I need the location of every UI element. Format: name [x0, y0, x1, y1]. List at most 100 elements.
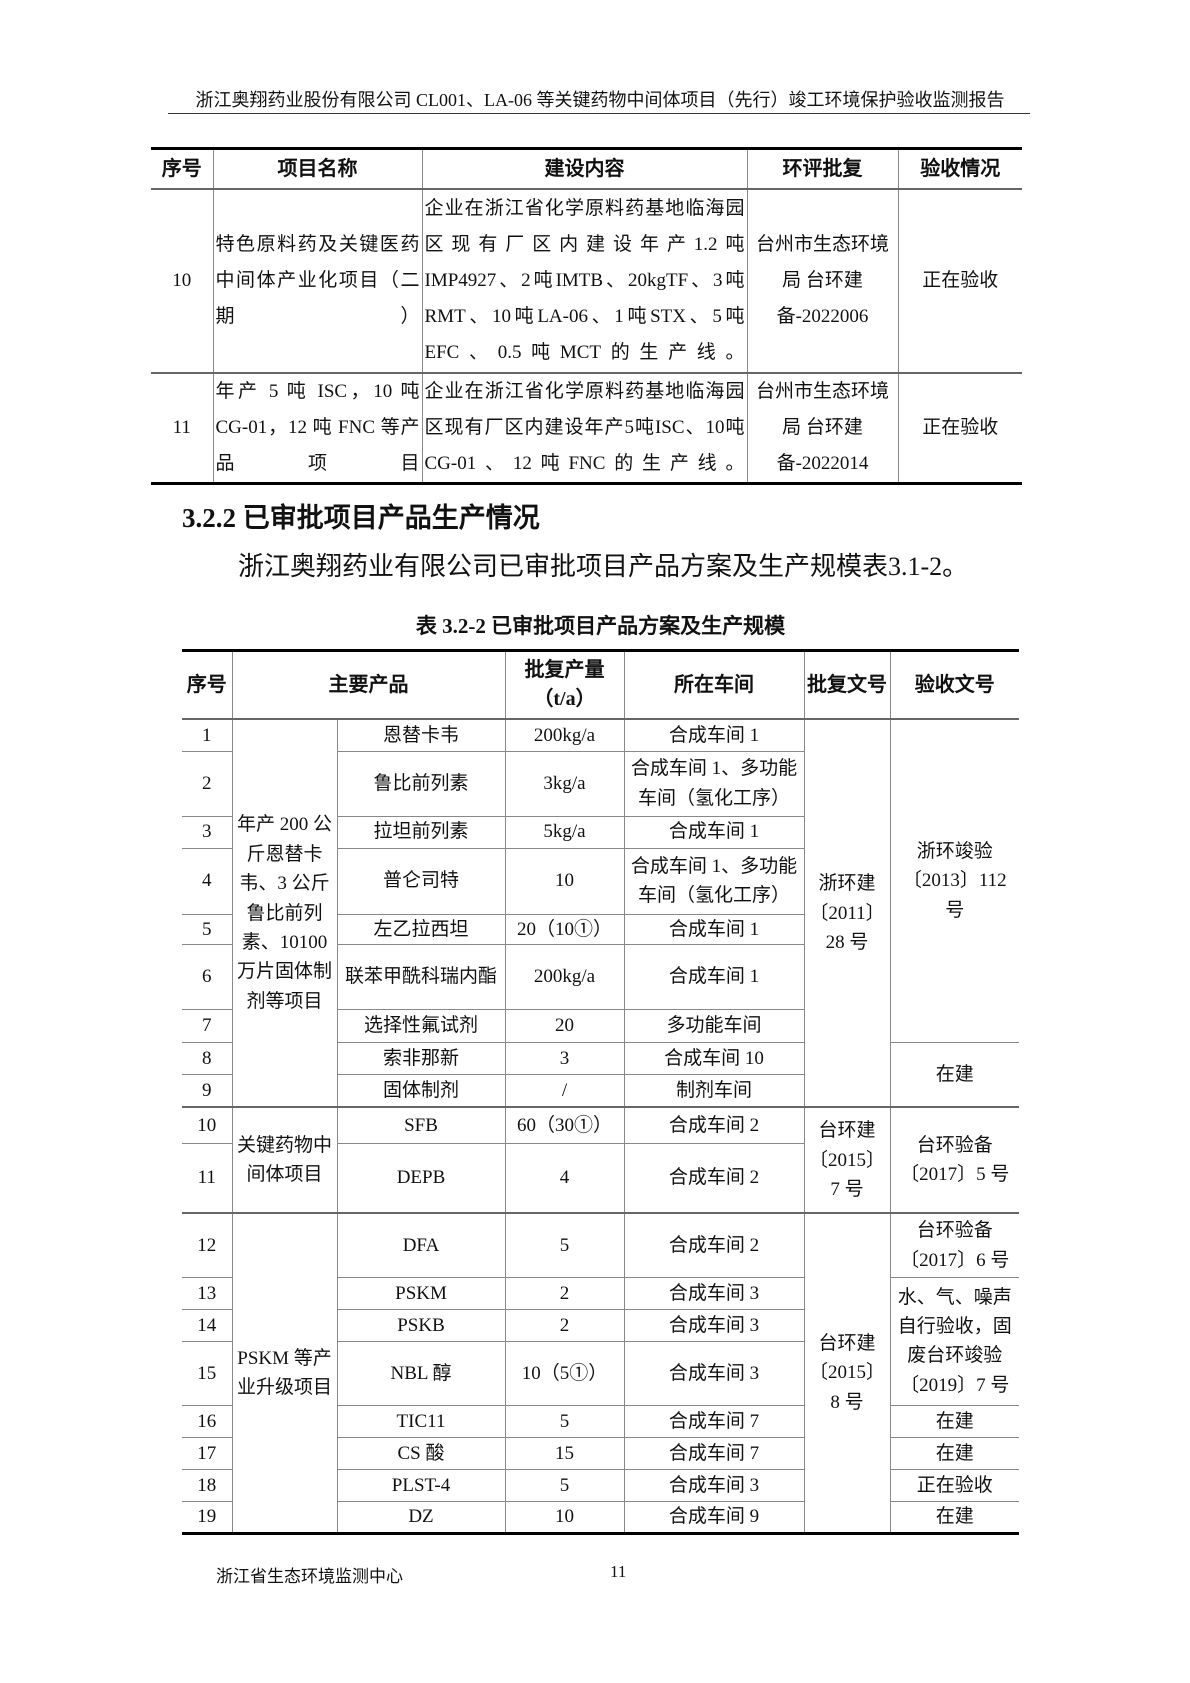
cell-no: 9 — [182, 1073, 233, 1108]
cell-workshop: 合成车间 1、多功能车间（氢化工序） — [623, 750, 805, 817]
cell-product: NBL 醇 — [336, 1340, 506, 1406]
column-header: 所在车间 — [623, 650, 805, 720]
table-row: 6 联苯甲酰科瑞内酯 200kg/a 合成车间 1 — [182, 943, 1019, 1010]
cell-approval: 台州市生态环境局 台环建备-2022014 — [746, 372, 899, 484]
cell-acceptance-doc: 在建 — [889, 1436, 1019, 1470]
cell-approved-output: 5 — [504, 1468, 625, 1502]
table-row: 4 普仑司特 10 合成车间 1、多功能车间（氢化工序） — [182, 847, 1019, 915]
table-row: 17 CS 酸 15 合成车间 7 在建 — [182, 1436, 1019, 1470]
cell-status: 正在验收 — [897, 372, 1022, 484]
cell-project-name: 特色原料药及关键医药中间体产业化项目（二期） — [212, 188, 423, 374]
cell-acceptance-doc: 浙环竣验〔2013〕112 号 — [889, 718, 1019, 1043]
cell-product: 联苯甲酰科瑞内酯 — [336, 943, 506, 1010]
cell-workshop: 合成车间 3 — [623, 1340, 805, 1406]
cell-product: 鲁比前列素 — [336, 750, 506, 817]
cell-approval-doc: 台环建〔2015〕8 号 — [803, 1212, 891, 1534]
cell-approved-output: 5kg/a — [504, 815, 625, 849]
cell-product: PSKM — [336, 1276, 506, 1310]
cell-no: 7 — [182, 1008, 233, 1043]
cell-approved-output: 3kg/a — [504, 750, 625, 817]
cell-no: 10 — [151, 188, 214, 374]
cell-product: 选择性氟试剂 — [336, 1008, 506, 1043]
cell-approved-output: 10 — [504, 847, 625, 915]
cell-approved-output: 4 — [504, 1142, 625, 1214]
cell-workshop: 合成车间 1 — [623, 943, 805, 1010]
table-row: 1 年产 200 公斤恩替卡韦、3 公斤鲁比前列素、10100 万片固体制剂等项目… — [182, 718, 1019, 1108]
cell-approved-output: 15 — [504, 1436, 625, 1470]
projects-table: 序号 项目名称 建设内容 环评批复 验收情况 10 特色原料药及关键医药中间体产… — [151, 147, 1022, 485]
table-header-row: 序号 主要产品 批复产量（t/a） 所在车间 批复文号 验收文号 — [182, 650, 1019, 720]
cell-no: 17 — [182, 1436, 233, 1470]
cell-product: 拉坦前列素 — [336, 815, 506, 849]
section-paragraph: 浙江奥翔药业有限公司已审批项目产品方案及生产规模表3.1-2。 — [238, 552, 969, 581]
table-row: 12 PSKM 等产业升级项目 DFA 5 合成车间 2 台环建〔2015〕8 号台环验备… — [182, 1212, 1019, 1534]
column-header: 批复产量（t/a） — [504, 650, 625, 720]
cell-workshop: 制剂车间 — [623, 1073, 805, 1108]
section-heading: 3.2.2 已审批项目产品生产情况 — [182, 503, 540, 533]
cell-workshop: 多功能车间 — [623, 1008, 805, 1043]
cell-product: PSKB — [336, 1308, 506, 1342]
cell-approved-output: 10（5①） — [504, 1340, 625, 1406]
cell-approval: 台州市生态环境局 台环建备-2022006 — [746, 188, 899, 374]
cell-no: 18 — [182, 1468, 233, 1502]
cell-acceptance-doc: 水、气、噪声自行验收，固废台环竣验〔2019〕7 号 — [889, 1276, 1019, 1406]
footer-org: 浙江省生态环境监测中心 — [216, 1567, 403, 1586]
cell-workshop: 合成车间 2 — [623, 1212, 805, 1278]
cell-workshop: 合成车间 2 — [623, 1142, 805, 1214]
cell-no: 2 — [182, 750, 233, 817]
table-row: 14 PSKB 2 合成车间 3 — [182, 1308, 1019, 1342]
cell-approved-output: / — [504, 1073, 625, 1108]
cell-no: 3 — [182, 815, 233, 849]
page-header-title: 浙江奥翔药业股份有限公司 CL001、LA-06 等关键药物中间体项目（先行）竣… — [195, 90, 1005, 110]
cell-workshop: 合成车间 2 — [623, 1106, 805, 1144]
cell-approved-output: 5 — [504, 1404, 625, 1438]
table-row: 10 关键药物中间体项目 SFB 60（30①） 合成车间 2 台环建〔2015〕7 号台… — [182, 1106, 1019, 1214]
cell-acceptance-doc: 在建 — [889, 1404, 1019, 1438]
cell-no: 11 — [151, 372, 214, 484]
column-header: 验收情况 — [897, 148, 1022, 190]
cell-product: TIC11 — [336, 1404, 506, 1438]
cell-workshop: 合成车间 3 — [623, 1276, 805, 1310]
column-header: 主要产品 — [231, 650, 506, 720]
cell-product: 普仑司特 — [336, 847, 506, 915]
cell-approval-doc: 浙环建〔2011〕28 号 — [803, 718, 891, 1108]
table-row: 10 特色原料药及关键医药中间体产业化项目（二期） 企业在浙江省化学原料药基地临… — [151, 188, 1022, 374]
table-row: 18 PLST-4 5 合成车间 3 正在验收 — [182, 1468, 1019, 1502]
cell-no: 5 — [182, 913, 233, 945]
cell-acceptance-doc: 台环验备〔2017〕6 号 — [889, 1212, 1019, 1278]
cell-approved-output: 10 — [504, 1500, 625, 1534]
header-divider — [168, 113, 1030, 114]
cell-product: CS 酸 — [336, 1436, 506, 1470]
cell-project-group: 关键药物中间体项目 — [231, 1106, 338, 1214]
cell-acceptance-doc: 在建 — [889, 1500, 1019, 1534]
cell-workshop: 合成车间 1 — [623, 815, 805, 849]
cell-content: 企业在浙江省化学原料药基地临海园区现有厂区内建设年产1.2吨IMP4927、2吨… — [421, 188, 748, 374]
cell-approved-output: 200kg/a — [504, 943, 625, 1010]
cell-workshop: 合成车间 1 — [623, 913, 805, 945]
cell-product: PLST-4 — [336, 1468, 506, 1502]
cell-approved-output: 2 — [504, 1276, 625, 1310]
cell-approved-output: 60（30①） — [504, 1106, 625, 1144]
column-header: 建设内容 — [421, 148, 748, 190]
table-row: 19 DZ 10 合成车间 9 在建 — [182, 1500, 1019, 1534]
column-header: 环评批复 — [746, 148, 899, 190]
cell-workshop: 合成车间 10 — [623, 1041, 805, 1075]
cell-acceptance-doc: 台环验备〔2017〕5 号 — [889, 1106, 1019, 1214]
cell-no: 16 — [182, 1404, 233, 1438]
column-header: 项目名称 — [212, 148, 423, 190]
cell-product: 固体制剂 — [336, 1073, 506, 1108]
cell-product: 恩替卡韦 — [336, 718, 506, 752]
table-caption: 表 3.2-2 已审批项目产品方案及生产规模 — [415, 614, 786, 638]
cell-workshop: 合成车间 7 — [623, 1404, 805, 1438]
cell-approved-output: 20 — [504, 1008, 625, 1043]
cell-project-group: PSKM 等产业升级项目 — [231, 1212, 338, 1534]
column-header: 序号 — [151, 148, 214, 190]
cell-no: 11 — [182, 1142, 233, 1214]
cell-product: DFA — [336, 1212, 506, 1278]
cell-approved-output: 200kg/a — [504, 718, 625, 752]
cell-product: 索非那新 — [336, 1041, 506, 1075]
table-row: 15 NBL 醇 10（5①） 合成车间 3 — [182, 1340, 1019, 1406]
table-row: 5 左乙拉西坦 20（10①） 合成车间 1 — [182, 913, 1019, 945]
cell-no: 4 — [182, 847, 233, 915]
cell-no: 19 — [182, 1500, 233, 1534]
